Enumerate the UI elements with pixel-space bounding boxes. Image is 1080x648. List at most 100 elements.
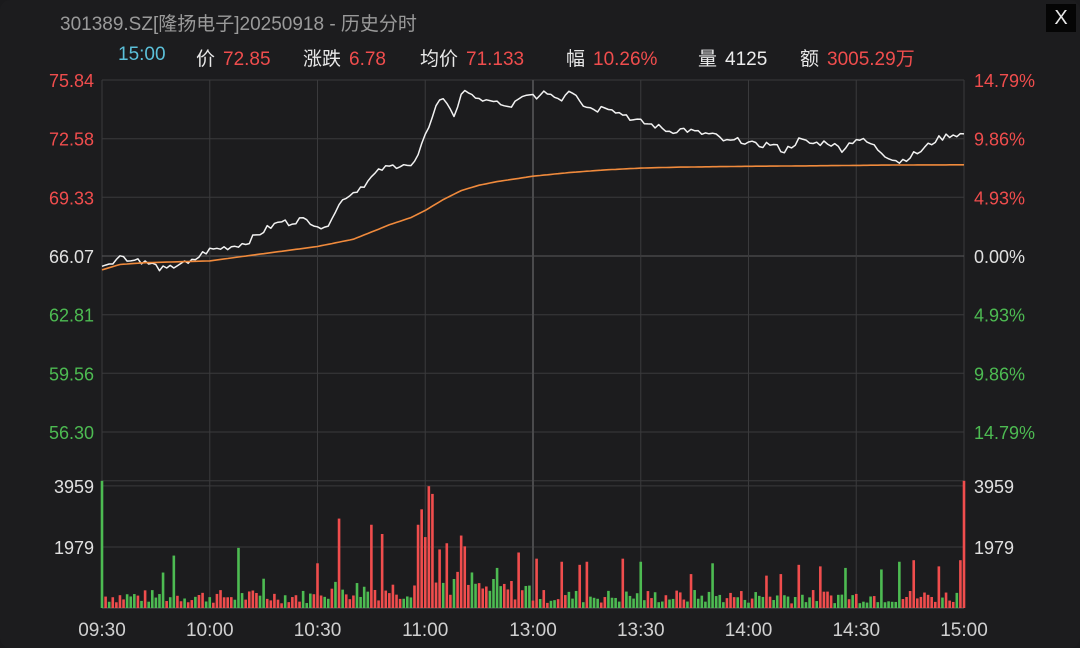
volume-bar bbox=[524, 585, 528, 608]
y-tick-label-left: 62.81 bbox=[49, 306, 94, 326]
volume-bar bbox=[506, 589, 510, 608]
volume-bar bbox=[729, 592, 732, 608]
volume-bar bbox=[251, 590, 255, 608]
volume-bar bbox=[115, 602, 118, 608]
volume-bar bbox=[865, 602, 869, 608]
volume-bar bbox=[330, 588, 334, 608]
volume-bar bbox=[707, 591, 711, 608]
volume-bar bbox=[104, 596, 107, 608]
volume-bar bbox=[183, 598, 186, 608]
close-button[interactable]: X bbox=[1046, 4, 1076, 32]
volume-value: 4125 bbox=[725, 49, 768, 70]
volume-bar bbox=[510, 581, 513, 608]
volume-bar bbox=[621, 558, 625, 608]
volume-bar bbox=[689, 574, 693, 608]
volume-bar bbox=[348, 599, 352, 608]
volume-bar bbox=[854, 593, 858, 608]
avg-label: 均价 bbox=[420, 49, 459, 70]
time-value: 15:00 bbox=[118, 44, 166, 65]
volume-bar bbox=[520, 590, 524, 608]
volume-bar bbox=[898, 561, 901, 608]
volume-bar bbox=[962, 480, 966, 608]
volume-bar bbox=[362, 586, 366, 608]
volume-bar bbox=[944, 592, 948, 608]
volume-tick-label-left: 3959 bbox=[54, 477, 94, 497]
volume-bar bbox=[808, 597, 811, 608]
volume-bar bbox=[158, 594, 161, 608]
x-tick-label: 10:30 bbox=[294, 620, 342, 641]
volume-bar bbox=[107, 601, 111, 608]
volume-bar bbox=[844, 567, 847, 608]
volume-bar bbox=[571, 598, 574, 608]
volume-bar bbox=[291, 597, 294, 608]
volume-bar bbox=[664, 595, 668, 608]
volume-bar bbox=[589, 596, 592, 608]
volume-bar bbox=[542, 590, 546, 608]
volume-bar bbox=[890, 601, 894, 608]
volume-bar bbox=[165, 601, 168, 608]
volume-bar bbox=[276, 599, 280, 608]
volume-bar bbox=[546, 602, 549, 608]
volume-bar bbox=[549, 600, 553, 608]
volume-bar bbox=[413, 585, 416, 608]
volume-bar bbox=[682, 599, 686, 608]
price-value: 72.85 bbox=[223, 49, 271, 70]
volume-bar bbox=[661, 601, 664, 608]
volume-bar bbox=[197, 595, 201, 608]
volume-bar bbox=[596, 598, 599, 608]
volume-bar bbox=[826, 591, 829, 608]
volume-bar bbox=[176, 595, 179, 608]
volume-bar bbox=[319, 595, 323, 608]
volume-bar bbox=[560, 561, 564, 608]
volume-bar bbox=[714, 596, 718, 608]
y-tick-label-right: 4.93% bbox=[974, 188, 1025, 208]
volume-bar bbox=[790, 603, 793, 608]
volume-bar bbox=[222, 597, 226, 608]
volume-bars bbox=[100, 480, 966, 608]
volume-bar bbox=[941, 597, 944, 608]
volume-bar bbox=[847, 599, 851, 608]
volume-bar bbox=[513, 599, 517, 608]
volume-bar bbox=[129, 596, 133, 608]
volume-bar bbox=[872, 596, 876, 608]
volume-bar bbox=[887, 601, 890, 608]
volume-bar bbox=[438, 549, 441, 608]
volume-bar bbox=[765, 575, 768, 608]
volume-bar bbox=[344, 594, 348, 608]
volume-bar bbox=[851, 595, 854, 608]
volume-bar bbox=[219, 590, 222, 608]
volume-bar bbox=[441, 582, 445, 608]
volume-bar bbox=[704, 601, 707, 608]
volume-bar bbox=[474, 583, 477, 608]
volume-bar bbox=[693, 590, 696, 608]
volume-bar bbox=[427, 486, 431, 608]
volume-bar bbox=[391, 584, 395, 608]
volume-bar bbox=[905, 596, 908, 608]
y-tick-label-left: 69.33 bbox=[49, 188, 94, 208]
info-change: 涨跌 6.78 bbox=[303, 44, 386, 71]
volume-bar bbox=[140, 600, 143, 608]
volume-bar bbox=[880, 569, 883, 608]
volume-bar bbox=[449, 594, 452, 608]
volume-bar bbox=[528, 585, 531, 608]
volume-bar bbox=[556, 599, 560, 608]
window-title: 301389.SZ[隆扬电子]20250918 - 历史分时 bbox=[60, 14, 417, 35]
volume-bar bbox=[819, 566, 822, 608]
volume-bar bbox=[959, 560, 962, 608]
volume-bar bbox=[711, 563, 714, 608]
info-amount: 额 3005.29万 bbox=[800, 44, 915, 71]
y-tick-label-left: 66.07 bbox=[49, 247, 94, 267]
volume-bar bbox=[280, 603, 283, 608]
y-tick-label-right: 0.00% bbox=[974, 247, 1025, 267]
volume-bar bbox=[718, 594, 722, 608]
volume-bar bbox=[635, 593, 639, 608]
volume-bar bbox=[230, 597, 233, 608]
volume-bar bbox=[617, 601, 621, 608]
volume-bar bbox=[283, 595, 287, 608]
info-amplitude: 幅 10.26% bbox=[566, 44, 657, 71]
volume-bar bbox=[736, 597, 740, 608]
x-tick-label: 11:00 bbox=[402, 620, 448, 641]
y-tick-label-right: 14.79% bbox=[974, 71, 1035, 91]
price-line bbox=[101, 89, 965, 272]
